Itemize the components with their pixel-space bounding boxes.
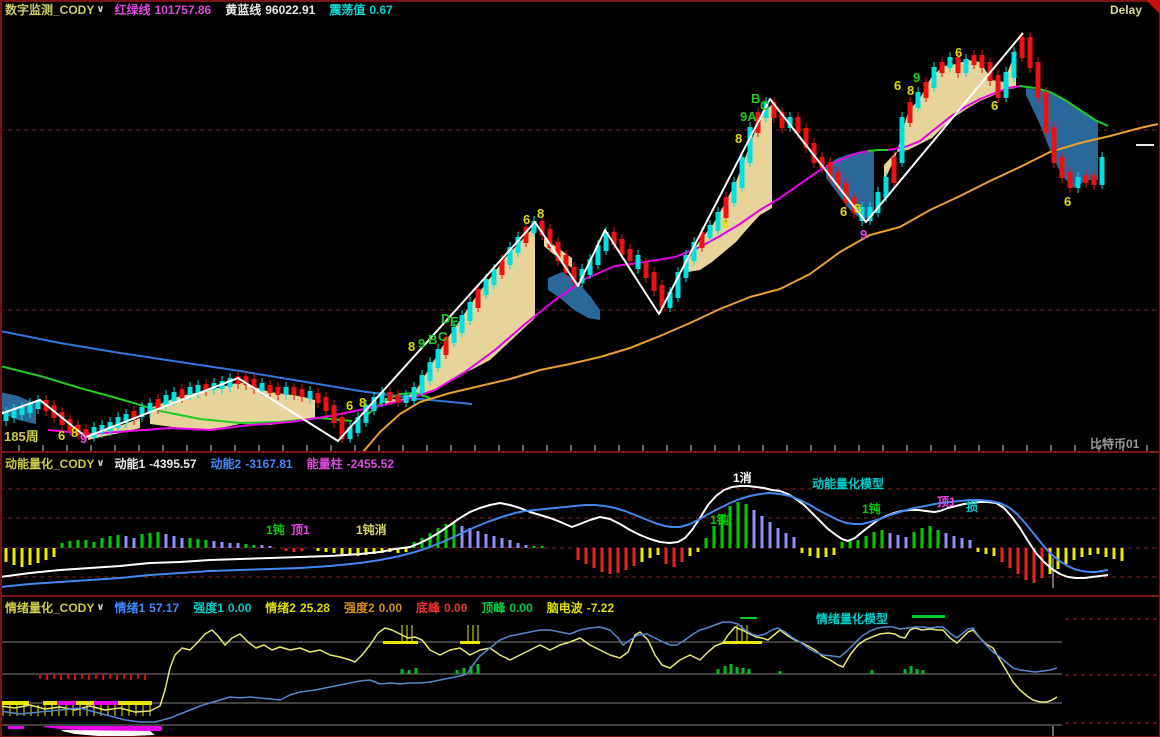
chart-annotation: 8 [537, 206, 544, 221]
chart-annotation: 6 [840, 204, 847, 219]
chart-annotation: 6 [991, 98, 998, 113]
chart-annotation: 比特币01 [1090, 436, 1140, 451]
price-panel-header: 数字监测_CODY ∨ 红绿线 101757.86 黄蓝线 96022.91 震… [5, 2, 407, 18]
indicator-label: 强度2 [343, 601, 375, 615]
indicator-value: 0.00 [227, 600, 252, 615]
chart-annotation: 6 [1064, 194, 1071, 209]
indicator-value: -2455.52 [346, 456, 394, 471]
chart-annotation: 9 [860, 227, 867, 242]
panel3-dropdown-chevron-icon[interactable]: ∨ [96, 602, 105, 613]
indicator-label: 顶峰 [481, 601, 506, 615]
chart-annotation: 6 [894, 78, 901, 93]
chart-annotation: 1钝 [266, 522, 285, 537]
chart-annotation: 6 [58, 428, 65, 443]
chart-annotation: 1钝 [862, 501, 881, 516]
momentum-panel-header: 动能量化_CODY ∨ 动能1 -4395.57 动能2 -3167.81 能量… [5, 456, 408, 472]
indicator-value: -4395.57 [149, 456, 197, 471]
chart-annotation: 9 [80, 431, 87, 446]
chart-annotation: D [441, 311, 450, 326]
chart-annotation: 动能量化模型 [812, 476, 884, 491]
chart-annotation: 1消 [733, 470, 752, 485]
indicator-value: 57.17 [149, 600, 180, 615]
chart-annotation: B [428, 332, 437, 347]
chart-annotation: 8 [408, 339, 415, 354]
sentiment-panel-header: 情绪量化_CODY ∨ 情绪1 57.17 强度1 0.00 情绪2 25.28… [5, 600, 628, 616]
panel2-dropdown-chevron-icon[interactable]: ∨ [96, 458, 105, 469]
panel1-dropdown-chevron-icon[interactable]: ∨ [96, 4, 105, 15]
indicator-label: 情绪1 [114, 601, 146, 615]
delay-badge: Delay [1109, 3, 1142, 17]
indicator-value: 0.67 [369, 2, 393, 17]
indicator-value: 0.00 [509, 600, 533, 615]
indicator-label: 情绪2 [265, 601, 296, 615]
chart-annotation: 1钝 [710, 512, 729, 527]
indicator-label: 红绿线 [114, 3, 151, 17]
indicator-value: 0.00 [444, 600, 468, 615]
indicator-label: 动能2 [210, 457, 242, 471]
chart-annotation: 185周 [4, 429, 39, 444]
chart-annotation: 8 [71, 425, 78, 440]
indicator-value: 25.28 [299, 600, 330, 615]
chart-annotation: 顶1 [291, 523, 310, 537]
indicator-label: 能量柱 [306, 457, 343, 471]
chart-annotation: E [450, 314, 459, 329]
chart-annotation: B [751, 91, 760, 106]
chart-annotation: 顶1 [937, 495, 956, 509]
indicator-label: 黄蓝线 [225, 3, 262, 17]
chart-annotation: 8 [359, 395, 366, 410]
panel3-title: 情绪量化_CODY [5, 601, 95, 615]
indicator-value: 101757.86 [154, 2, 212, 17]
indicator-label: 强度1 [193, 601, 224, 615]
indicator-value: -7.22 [586, 600, 615, 615]
indicator-label: 底峰 [416, 601, 441, 615]
histogram-bars [400, 664, 925, 674]
corner-marker-icon [1146, 0, 1160, 14]
chart-annotation: 8 [854, 201, 861, 216]
chart-annotation: 8 [735, 131, 742, 146]
chart-annotation: C [438, 329, 448, 344]
chart-annotation: 6 [523, 212, 530, 227]
chart-annotation: C [760, 98, 770, 113]
chart-annotation: 损 [966, 499, 978, 514]
chart-annotation: 9A [740, 109, 757, 124]
sentiment-panel: 情绪量化模型 [0, 611, 1160, 737]
histogram-bars [39, 674, 146, 680]
chart-annotation: 情绪量化模型 [816, 611, 888, 626]
panel1-title: 数字监测_CODY [5, 3, 95, 17]
histogram-bars [4, 502, 1124, 583]
chart-annotation: 6 [722, 216, 729, 231]
chart-annotation: 9 [418, 336, 425, 351]
indicator-label: 脑电波 [546, 601, 583, 615]
chart-annotation: 9 [913, 70, 920, 85]
chart-annotation: 1钝消 [356, 522, 387, 537]
indicator-value: -3167.81 [245, 456, 293, 471]
indicator-value: 96022.91 [265, 2, 316, 17]
chart-annotation: 6 [955, 45, 962, 60]
chart-annotation: 8 [907, 83, 914, 98]
panel2-title: 动能量化_CODY [5, 457, 95, 471]
chart-annotation: 6 [346, 398, 353, 413]
indicator-label: 震荡值 [329, 3, 366, 17]
candlesticks [3, 32, 1105, 443]
indicator-label: 动能1 [114, 457, 146, 471]
indicator-value: 0.00 [378, 600, 403, 615]
